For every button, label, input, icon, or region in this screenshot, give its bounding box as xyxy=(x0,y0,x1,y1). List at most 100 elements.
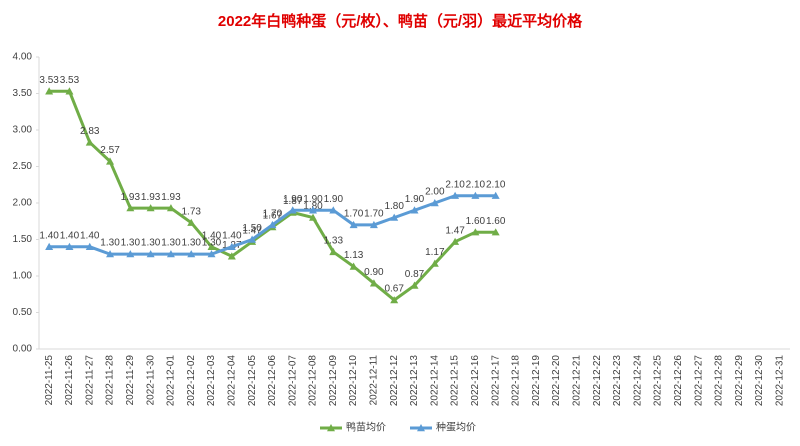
data-label: 1.17 xyxy=(425,247,445,258)
point-marker xyxy=(65,242,74,250)
x-tick-label: 2022-12-07 xyxy=(287,355,298,407)
data-label: 1.33 xyxy=(324,236,344,247)
point-marker xyxy=(451,191,460,199)
x-tick-label: 2022-12-19 xyxy=(531,355,542,407)
y-tick-label: 4.00 xyxy=(13,52,33,63)
x-tick-label: 2022-12-02 xyxy=(186,355,197,407)
data-label: 1.30 xyxy=(141,238,161,249)
point-marker xyxy=(288,206,297,214)
data-label: 1.30 xyxy=(100,238,120,249)
legend-marker xyxy=(417,424,425,432)
point-marker xyxy=(410,281,419,289)
data-label: 3.53 xyxy=(60,75,80,86)
point-marker xyxy=(471,228,480,236)
point-marker xyxy=(329,206,338,214)
data-label: 1.90 xyxy=(324,194,344,205)
data-label: 2.00 xyxy=(425,187,445,198)
data-label: 1.40 xyxy=(202,230,222,241)
data-label: 1.30 xyxy=(121,238,141,249)
data-label: 1.87 xyxy=(283,196,303,207)
data-label: 1.73 xyxy=(181,206,201,217)
x-tick-label: 2022-12-29 xyxy=(734,355,745,407)
x-tick-label: 2022-12-28 xyxy=(714,355,725,407)
point-marker xyxy=(207,250,216,258)
x-tick-label: 2022-12-24 xyxy=(632,355,643,407)
data-label: 1.47 xyxy=(445,225,465,236)
x-tick-label: 2022-11-29 xyxy=(125,355,136,406)
point-marker xyxy=(146,250,155,258)
data-label: 1.30 xyxy=(181,238,201,249)
point-marker xyxy=(227,252,236,260)
x-tick-label: 2022-12-03 xyxy=(206,355,217,407)
data-label: 1.30 xyxy=(202,238,222,249)
point-marker xyxy=(349,262,358,270)
y-tick-label: 1.50 xyxy=(13,234,33,245)
data-label: 1.90 xyxy=(405,194,425,205)
point-marker xyxy=(126,250,135,258)
point-marker xyxy=(106,157,115,165)
data-label: 1.70 xyxy=(344,209,364,220)
data-label: 1.40 xyxy=(39,230,59,241)
data-label: 1.93 xyxy=(141,192,161,203)
point-marker xyxy=(65,87,74,95)
x-tick-label: 2022-12-27 xyxy=(693,355,704,407)
data-label: 1.67 xyxy=(263,211,283,222)
data-label: 1.90 xyxy=(303,194,323,205)
point-marker xyxy=(491,228,500,236)
point-marker xyxy=(106,250,115,258)
point-marker xyxy=(227,242,236,250)
legend-label: 鸭苗均价 xyxy=(346,421,386,434)
x-tick-label: 2022-12-23 xyxy=(612,355,623,407)
x-tick-label: 2022-12-21 xyxy=(572,355,583,407)
point-marker xyxy=(390,213,399,221)
x-tick-label: 2022-12-17 xyxy=(490,355,501,407)
point-marker xyxy=(309,206,318,214)
x-tick-label: 2022-11-26 xyxy=(64,355,75,406)
y-tick-label: 3.00 xyxy=(13,125,33,136)
x-tick-label: 2022-12-05 xyxy=(247,355,258,407)
point-marker xyxy=(166,204,175,212)
point-marker xyxy=(369,220,378,229)
point-marker xyxy=(410,206,419,214)
point-marker xyxy=(85,138,94,146)
x-tick-label: 2022-11-28 xyxy=(105,355,116,406)
data-label: 2.57 xyxy=(100,145,120,156)
point-marker xyxy=(430,259,439,267)
data-label: 1.60 xyxy=(466,216,486,227)
point-marker xyxy=(369,279,378,287)
x-tick-label: 2022-12-04 xyxy=(226,355,237,407)
x-tick-label: 2022-12-10 xyxy=(348,355,359,407)
x-tick-label: 2022-11-25 xyxy=(44,355,55,406)
point-marker xyxy=(45,87,54,95)
point-marker xyxy=(166,250,175,258)
y-tick-label: 1.00 xyxy=(13,271,33,282)
data-label: 1.93 xyxy=(121,192,141,203)
x-tick-label: 2022-12-14 xyxy=(429,355,440,407)
legend-marker xyxy=(327,424,335,432)
point-marker xyxy=(309,213,318,221)
x-tick-label: 2022-12-26 xyxy=(673,355,684,407)
point-marker xyxy=(207,242,216,250)
y-tick-label: 0.00 xyxy=(13,344,33,355)
point-marker xyxy=(491,191,500,199)
x-tick-label: 2022-12-25 xyxy=(653,355,664,407)
y-tick-label: 2.00 xyxy=(13,198,33,209)
data-label: 0.67 xyxy=(384,284,404,295)
legend-label: 种蛋均价 xyxy=(436,421,476,434)
point-marker xyxy=(349,220,358,229)
data-label: 1.90 xyxy=(283,194,303,205)
x-tick-label: 2022-12-08 xyxy=(308,355,319,407)
y-tick-label: 3.50 xyxy=(13,88,33,99)
data-label: 2.10 xyxy=(466,179,486,190)
point-marker xyxy=(85,242,94,250)
y-tick-label: 0.50 xyxy=(13,307,33,318)
point-marker xyxy=(329,247,338,256)
chart-title: 2022年白鸭种蛋（元/枚）、鸭苗（元/羽）最近平均价格 xyxy=(218,12,583,30)
data-label: 1.70 xyxy=(263,209,283,220)
x-tick-label: 2022-12-18 xyxy=(511,355,522,407)
x-tick-label: 2022-12-09 xyxy=(328,355,339,407)
data-label: 1.93 xyxy=(161,192,181,203)
x-tick-label: 2022-12-22 xyxy=(592,355,603,407)
data-label: 1.47 xyxy=(242,225,262,236)
x-tick-label: 2022-12-01 xyxy=(166,355,177,407)
